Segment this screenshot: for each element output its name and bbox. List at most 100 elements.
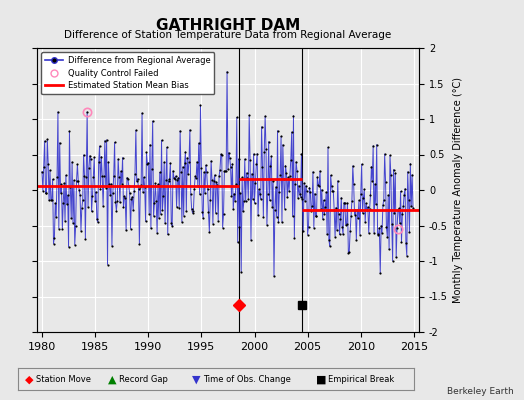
Point bbox=[370, 230, 378, 236]
Point bbox=[200, 169, 208, 175]
Point bbox=[405, 197, 413, 203]
Point bbox=[154, 181, 162, 188]
Point bbox=[325, 237, 333, 243]
Legend: Difference from Regional Average, Quality Control Failed, Estimated Station Mean: Difference from Regional Average, Qualit… bbox=[41, 52, 214, 94]
Point bbox=[399, 203, 408, 210]
Point bbox=[281, 162, 290, 169]
Point bbox=[274, 128, 282, 134]
Point bbox=[165, 176, 173, 182]
Point bbox=[377, 222, 385, 229]
Point bbox=[224, 166, 232, 173]
Point bbox=[211, 172, 219, 178]
Point bbox=[206, 196, 214, 203]
Point bbox=[360, 186, 368, 192]
Point bbox=[243, 175, 252, 181]
Point bbox=[163, 231, 172, 238]
Point bbox=[298, 196, 307, 202]
Point bbox=[388, 221, 396, 227]
Point bbox=[306, 188, 314, 195]
Point bbox=[82, 174, 91, 180]
Point bbox=[157, 137, 166, 144]
Point bbox=[325, 243, 334, 249]
Point bbox=[116, 199, 124, 206]
Point bbox=[274, 219, 282, 225]
Point bbox=[38, 168, 46, 175]
Point bbox=[197, 164, 205, 171]
Point bbox=[245, 112, 254, 119]
Point bbox=[248, 196, 257, 202]
Point bbox=[375, 224, 384, 231]
Point bbox=[336, 216, 345, 223]
Point bbox=[258, 164, 267, 170]
Point bbox=[201, 190, 209, 196]
Point bbox=[257, 124, 266, 130]
Point bbox=[331, 234, 339, 240]
Point bbox=[365, 230, 373, 236]
Point bbox=[288, 213, 297, 220]
Point bbox=[378, 229, 386, 236]
Point bbox=[288, 129, 296, 135]
Point bbox=[241, 156, 249, 162]
Point bbox=[220, 211, 228, 218]
Point bbox=[351, 212, 359, 218]
Point bbox=[63, 192, 72, 198]
Point bbox=[362, 200, 370, 206]
Point bbox=[239, 208, 247, 215]
Point bbox=[194, 183, 202, 189]
Point bbox=[236, 190, 245, 197]
Point bbox=[278, 219, 286, 225]
Point bbox=[73, 161, 82, 168]
Point bbox=[373, 141, 381, 148]
Point bbox=[398, 211, 407, 217]
Point bbox=[276, 172, 285, 179]
Point bbox=[54, 109, 62, 115]
Point bbox=[80, 152, 88, 158]
Point bbox=[171, 176, 179, 182]
Point bbox=[353, 207, 362, 214]
Point bbox=[120, 193, 128, 200]
Point bbox=[168, 223, 177, 229]
Point bbox=[134, 176, 142, 182]
Point bbox=[43, 136, 51, 142]
Point bbox=[397, 188, 405, 194]
Point bbox=[355, 197, 363, 204]
Text: GATHRIGHT DAM: GATHRIGHT DAM bbox=[156, 18, 300, 33]
Point bbox=[265, 197, 274, 204]
Point bbox=[121, 195, 129, 201]
Point bbox=[388, 258, 397, 264]
Point bbox=[400, 191, 408, 198]
Point bbox=[208, 177, 216, 183]
Point bbox=[321, 204, 330, 210]
Point bbox=[284, 174, 292, 180]
Point bbox=[315, 182, 323, 189]
Point bbox=[409, 205, 417, 211]
Point bbox=[260, 149, 268, 155]
Point bbox=[194, 140, 203, 146]
Point bbox=[261, 113, 269, 119]
Point bbox=[354, 215, 362, 222]
Point bbox=[62, 201, 71, 208]
Point bbox=[247, 236, 255, 243]
Point bbox=[359, 195, 368, 201]
Point bbox=[363, 206, 371, 213]
Point bbox=[126, 226, 135, 232]
Point bbox=[328, 188, 336, 194]
Point bbox=[102, 136, 111, 143]
Point bbox=[119, 204, 128, 210]
Point bbox=[326, 172, 335, 178]
Point bbox=[357, 161, 366, 167]
Point bbox=[313, 174, 322, 180]
Point bbox=[213, 182, 222, 188]
Point bbox=[228, 161, 236, 167]
Point bbox=[188, 206, 196, 212]
Point bbox=[305, 184, 313, 191]
Point bbox=[225, 155, 234, 161]
Point bbox=[334, 178, 342, 184]
Point bbox=[248, 170, 256, 177]
Point bbox=[268, 204, 276, 210]
Point bbox=[364, 204, 372, 210]
Point bbox=[235, 224, 244, 231]
Point bbox=[130, 188, 138, 194]
Point bbox=[115, 174, 123, 180]
Point bbox=[374, 231, 382, 237]
